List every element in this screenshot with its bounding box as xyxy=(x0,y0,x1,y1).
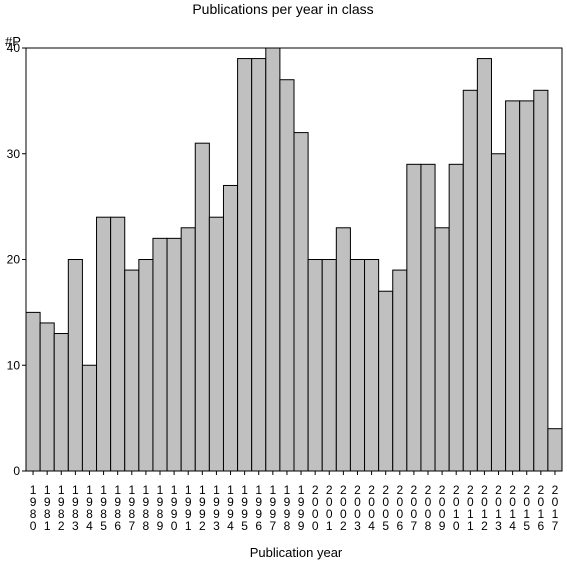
bar-2002 xyxy=(335,227,351,472)
bar-1995 xyxy=(237,58,253,472)
y-tick-label: 0 xyxy=(13,464,20,478)
bar-2009 xyxy=(434,227,450,472)
bar-2003 xyxy=(349,259,366,472)
bar-1994 xyxy=(222,184,239,472)
bar-1986 xyxy=(110,216,126,472)
bar-1990 xyxy=(166,237,182,472)
bar-2011 xyxy=(462,89,478,472)
bar-1993 xyxy=(208,216,224,472)
bar-1982 xyxy=(53,333,69,472)
bar-2001 xyxy=(321,259,337,472)
bar-2012 xyxy=(476,58,492,472)
x-axis-label: Publication year xyxy=(250,545,343,560)
bar-1981 xyxy=(39,322,55,472)
bar-1992 xyxy=(194,142,210,472)
bar-1984 xyxy=(81,364,98,472)
bar-1987 xyxy=(124,269,140,472)
bar-2005 xyxy=(378,290,394,472)
y-tick-label: 40 xyxy=(7,41,21,55)
bar-2013 xyxy=(490,153,507,472)
bar-2008 xyxy=(420,163,436,472)
bar-2014 xyxy=(505,100,521,472)
bar-2007 xyxy=(406,163,422,472)
chart-title: Publications per year in class xyxy=(192,1,373,17)
y-tick-label: 20 xyxy=(7,253,21,267)
bar-1983 xyxy=(67,259,83,472)
bar-2010 xyxy=(448,163,464,472)
bar-1988 xyxy=(138,259,154,472)
bar-1998 xyxy=(279,79,295,472)
bar-1991 xyxy=(180,227,196,472)
bar-2004 xyxy=(364,259,380,472)
bar-1980 xyxy=(25,311,41,472)
bar-1985 xyxy=(96,216,112,472)
y-axis-label: #P xyxy=(5,34,21,49)
bar-2006 xyxy=(392,269,408,472)
bar-2017 xyxy=(547,428,563,472)
y-tick-label: 30 xyxy=(7,147,21,161)
y-tick-label: 10 xyxy=(7,358,21,372)
bar-1999 xyxy=(293,132,309,472)
bar-2015 xyxy=(519,100,535,472)
bar-1996 xyxy=(251,58,267,472)
bar-2016 xyxy=(533,89,549,472)
bar-1989 xyxy=(152,237,168,472)
bar-1997 xyxy=(265,47,281,472)
bar-2000 xyxy=(307,259,323,472)
